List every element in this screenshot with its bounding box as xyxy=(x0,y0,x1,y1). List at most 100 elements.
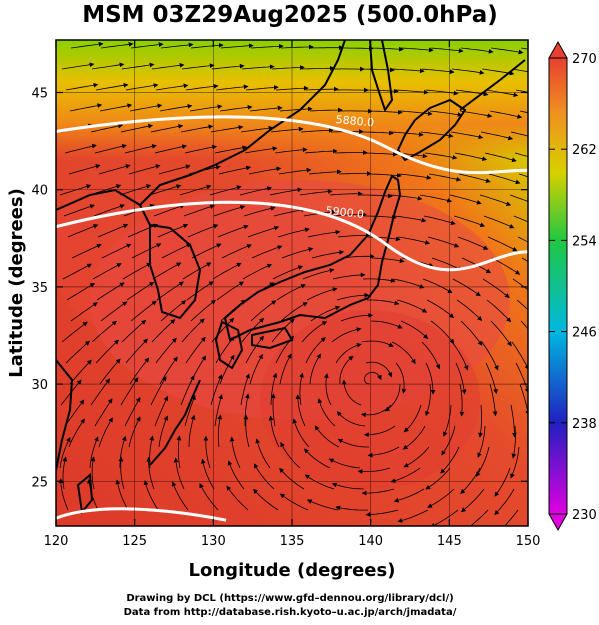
streamline xyxy=(181,63,215,70)
streamline xyxy=(272,265,304,280)
streamline xyxy=(227,460,245,490)
streamline xyxy=(365,88,399,94)
streamline xyxy=(460,320,483,346)
streamline xyxy=(150,376,167,406)
streamline xyxy=(61,62,95,70)
streamline xyxy=(220,43,254,49)
streamline xyxy=(119,184,152,196)
streamline xyxy=(449,194,482,205)
streamline xyxy=(279,467,305,490)
streamline xyxy=(279,106,313,112)
streamline xyxy=(361,404,392,418)
streamline xyxy=(185,336,206,364)
streamline xyxy=(306,287,338,301)
streamline xyxy=(98,417,113,448)
japan-hokkaido-coast xyxy=(396,98,467,162)
streamline xyxy=(90,123,124,133)
streamline xyxy=(94,143,127,154)
streamline xyxy=(367,299,400,306)
streamline xyxy=(128,164,161,175)
streamline xyxy=(214,145,248,154)
streamline xyxy=(68,418,85,448)
streamline xyxy=(443,404,452,437)
streamline xyxy=(509,194,528,202)
x-tick-label: 130 xyxy=(201,534,226,549)
coastlines xyxy=(56,40,526,515)
streamline xyxy=(324,373,332,406)
streamline xyxy=(67,224,99,238)
streamline xyxy=(89,436,99,469)
streamline xyxy=(250,300,277,322)
streamline xyxy=(70,302,98,322)
streamline xyxy=(488,173,521,185)
streamline xyxy=(453,215,486,227)
streamline xyxy=(332,272,366,280)
streamline xyxy=(337,438,369,448)
streamline xyxy=(245,85,279,91)
streamline xyxy=(370,320,403,329)
contour-label: 5900.0 xyxy=(325,204,365,221)
streamline xyxy=(253,488,279,511)
streamline xyxy=(271,318,295,343)
streamline xyxy=(179,184,212,196)
streamline xyxy=(214,394,223,427)
streamline xyxy=(486,299,512,323)
streamline xyxy=(250,43,284,49)
streamline xyxy=(421,341,441,370)
streamline xyxy=(149,435,155,469)
streamline xyxy=(161,243,192,259)
streamline xyxy=(277,227,310,238)
streamline xyxy=(397,509,429,523)
streamline xyxy=(515,89,528,93)
streamline xyxy=(490,320,512,347)
credits: Drawing by DCL (https://www.gfd–dennou.o… xyxy=(0,592,580,620)
streamline xyxy=(160,300,187,322)
streamline xyxy=(99,358,121,385)
streamline xyxy=(159,103,193,112)
streamline xyxy=(270,126,304,133)
streamline xyxy=(100,301,128,322)
streamline xyxy=(336,411,366,427)
streamline xyxy=(124,144,157,154)
streamline xyxy=(317,398,336,427)
streamline xyxy=(245,335,264,364)
streamline xyxy=(365,509,399,517)
streamline xyxy=(115,479,129,511)
streamline xyxy=(69,103,103,112)
streamline xyxy=(279,353,292,385)
streamline xyxy=(478,404,483,438)
contour-label: 5880.0 xyxy=(335,113,374,129)
streamline xyxy=(70,41,104,49)
streamline xyxy=(95,82,129,91)
streamline xyxy=(249,353,263,385)
x-tick-label: 150 xyxy=(516,534,541,549)
japan-shikoku-coast xyxy=(251,326,294,350)
streamline xyxy=(253,463,275,490)
streamline xyxy=(403,446,430,468)
streamline xyxy=(270,372,278,406)
streamline xyxy=(184,394,196,427)
streamline xyxy=(336,292,370,301)
streamline xyxy=(249,105,283,112)
streamline xyxy=(280,44,314,50)
streamline xyxy=(427,236,460,248)
streamline xyxy=(240,125,274,133)
streamline xyxy=(512,278,528,291)
streamline xyxy=(158,415,169,448)
streamline xyxy=(396,299,428,313)
streamline xyxy=(421,68,455,75)
streamline xyxy=(299,372,304,406)
streamline xyxy=(209,185,242,196)
streamline xyxy=(90,378,111,406)
streamline xyxy=(255,438,271,469)
streamline xyxy=(189,104,223,112)
streamline xyxy=(458,173,491,183)
x-tick-label: 135 xyxy=(280,534,305,549)
colorbar-tick-label: 246 xyxy=(572,326,597,341)
streamline xyxy=(243,414,250,448)
x-tick-label: 145 xyxy=(437,534,462,549)
streamline xyxy=(155,337,177,364)
streamline xyxy=(156,281,184,301)
streamline xyxy=(328,458,361,469)
streamline xyxy=(440,446,460,474)
